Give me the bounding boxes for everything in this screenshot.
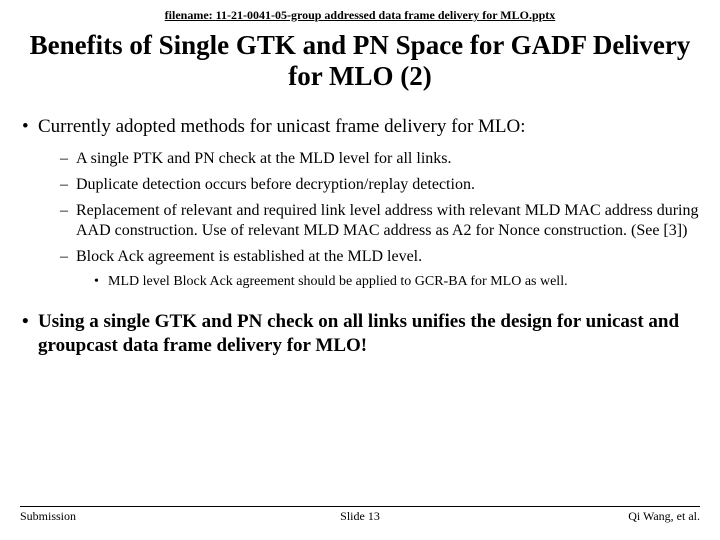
bullet-level-1: Currently adopted methods for unicast fr… (20, 115, 700, 139)
bullet-level-2: Duplicate detection occurs before decryp… (20, 175, 700, 195)
bullet-level-2: A single PTK and PN check at the MLD lev… (20, 149, 700, 169)
bullet-level-3: MLD level Block Ack agreement should be … (20, 273, 700, 291)
filename-text: 11-21-0041-05-group addressed data frame… (216, 8, 556, 22)
bullet-level-2: Block Ack agreement is established at th… (20, 247, 700, 267)
slide-title: Benefits of Single GTK and PN Space for … (0, 30, 720, 92)
bullet-level-1: Using a single GTK and PN check on all l… (20, 310, 700, 358)
footer: Submission Slide 13 Qi Wang, et al. (20, 506, 700, 524)
filename-label: filename: (165, 8, 213, 22)
bullet-level-2: Replacement of relevant and required lin… (20, 201, 700, 241)
footer-center: Slide 13 (20, 509, 700, 524)
content-area: Currently adopted methods for unicast fr… (20, 115, 700, 368)
filename-bar: filename: 11-21-0041-05-group addressed … (0, 8, 720, 23)
